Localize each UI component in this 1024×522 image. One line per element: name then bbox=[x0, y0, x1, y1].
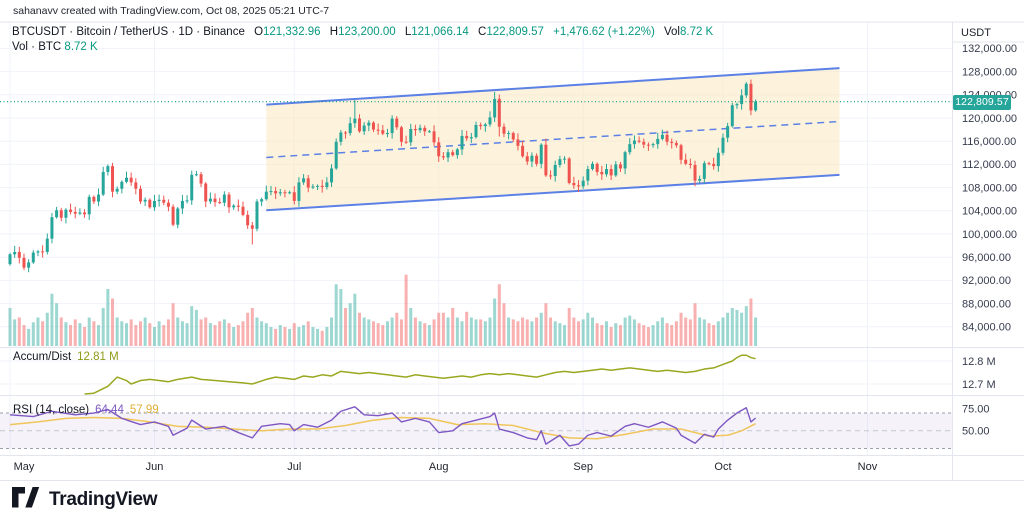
svg-text:132,000.00: 132,000.00 bbox=[962, 43, 1017, 55]
svg-text:12.8 M: 12.8 M bbox=[962, 356, 996, 368]
price-axis[interactable] bbox=[952, 22, 1024, 455]
watermark-text: sahanavv created with TradingView.com, O… bbox=[13, 5, 330, 17]
rsi-ma-value: 57.99 bbox=[129, 404, 159, 416]
svg-text:May: May bbox=[14, 461, 35, 473]
svg-text:104,000.00: 104,000.00 bbox=[962, 206, 1017, 218]
svg-text:Nov: Nov bbox=[858, 461, 878, 473]
svg-text:92,000.00: 92,000.00 bbox=[962, 275, 1011, 287]
tradingview-footer[interactable]: TradingView bbox=[12, 487, 158, 513]
svg-text:12.7 M: 12.7 M bbox=[962, 379, 996, 391]
close-value: C122,809.57 bbox=[478, 26, 544, 38]
symbol-legend-row[interactable]: BTCUSDT · Bitcoin / TetherUS · 1D · Bina… bbox=[12, 26, 719, 38]
open-value: O121,332.96 bbox=[254, 26, 321, 38]
svg-text:88,000.00: 88,000.00 bbox=[962, 298, 1011, 310]
svg-text:128,000.00: 128,000.00 bbox=[962, 66, 1017, 78]
svg-text:116,000.00: 116,000.00 bbox=[962, 136, 1016, 148]
svg-text:50.00: 50.00 bbox=[962, 426, 990, 438]
high-value: H123,200.00 bbox=[329, 26, 396, 38]
svg-text:100,000.00: 100,000.00 bbox=[962, 229, 1017, 241]
svg-text:120,000.00: 120,000.00 bbox=[962, 113, 1017, 125]
volume-legend-row[interactable]: Vol · BTC 8.72 K bbox=[12, 41, 104, 53]
rsi-legend[interactable]: RSI (14, close) 64.44 57.99 bbox=[13, 404, 159, 416]
symbol-title: BTCUSDT · Bitcoin / TetherUS · 1D · Bina… bbox=[12, 26, 245, 38]
low-value: L121,066.14 bbox=[404, 26, 469, 38]
svg-text:84,000.00: 84,000.00 bbox=[962, 322, 1011, 334]
rsi-value: 64.44 bbox=[95, 404, 124, 416]
svg-text:75.00: 75.00 bbox=[962, 403, 990, 415]
accum-dist-legend[interactable]: Accum/Dist 12.81 M bbox=[13, 351, 119, 363]
last-price-label: 122,809.57 bbox=[953, 95, 1011, 110]
tradingview-logo-icon bbox=[12, 487, 40, 513]
accum-dist-value: 12.81 M bbox=[77, 351, 119, 363]
svg-text:112,000.00: 112,000.00 bbox=[962, 159, 1016, 171]
rsi-label: RSI (14, close) bbox=[13, 404, 90, 416]
volume-indicator-value: Vol · BTC 8.72 K bbox=[12, 41, 98, 53]
accum-dist-label: Accum/Dist bbox=[13, 351, 72, 363]
tradingview-wordmark: TradingView bbox=[49, 489, 158, 510]
svg-text:Jun: Jun bbox=[146, 461, 164, 473]
time-axis[interactable] bbox=[0, 456, 1024, 480]
svg-text:96,000.00: 96,000.00 bbox=[962, 252, 1011, 264]
svg-text:Oct: Oct bbox=[714, 461, 731, 473]
svg-text:Sep: Sep bbox=[573, 461, 593, 473]
svg-text:108,000.00: 108,000.00 bbox=[962, 182, 1017, 194]
svg-text:Jul: Jul bbox=[287, 461, 301, 473]
volume-value: Vol8.72 K bbox=[663, 26, 714, 38]
change-value: +1,476.62 (+1.22%) bbox=[553, 26, 655, 38]
svg-text:Aug: Aug bbox=[429, 461, 449, 473]
price-axis-currency-label: USDT bbox=[961, 27, 991, 39]
